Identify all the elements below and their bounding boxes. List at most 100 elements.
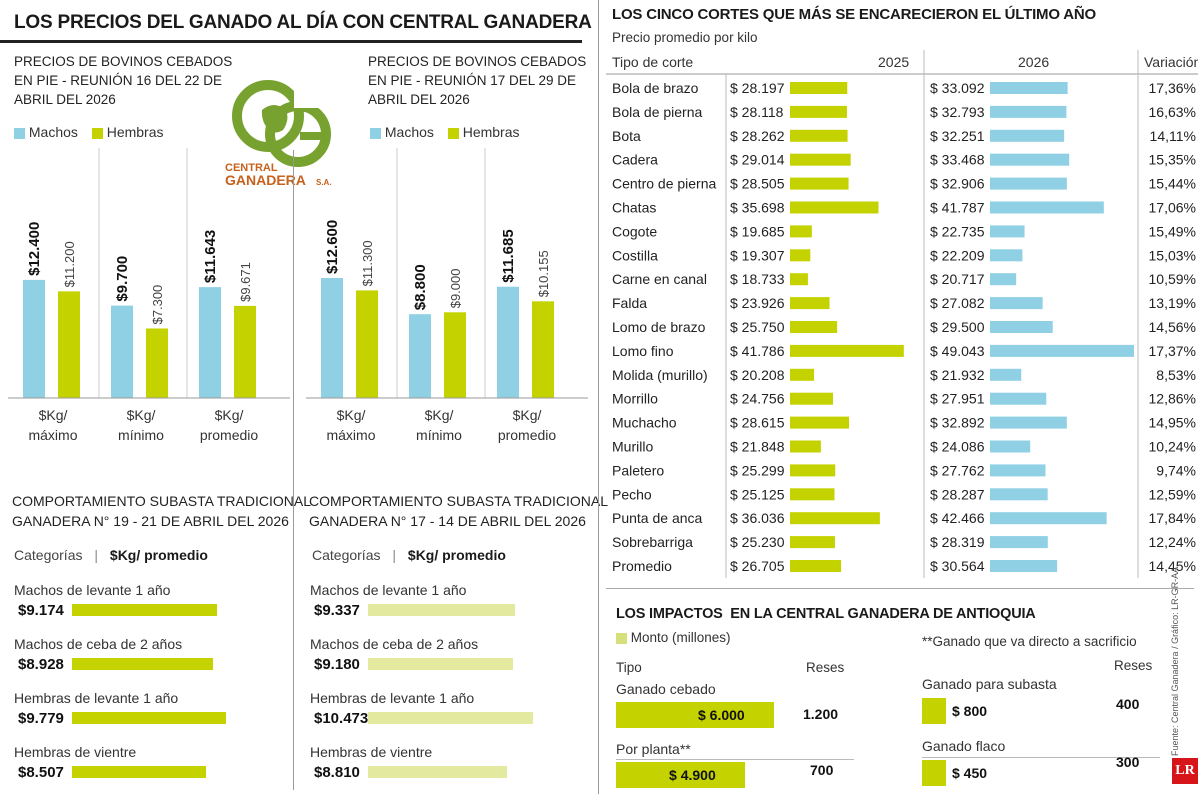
cortes-value-2026: $ 24.086	[930, 439, 985, 455]
bar-value-label: $12.600	[324, 220, 341, 274]
cortes-value-2026: $ 22.209	[930, 247, 985, 263]
cortes-category-label: Bota	[612, 128, 641, 144]
cortes-variation: 8,53%	[1156, 367, 1196, 383]
subasta1-header-val: $Kg/ promedio	[109, 547, 208, 563]
bar-machos	[23, 279, 45, 398]
subasta-value-label: $9.779	[18, 710, 64, 727]
cortes-value-2025: $ 41.786	[730, 343, 785, 359]
column-divider-right	[598, 0, 599, 794]
subasta1-header-cat: Categorías	[14, 547, 83, 563]
cortes-value-2025: $ 25.299	[730, 462, 785, 478]
cortes-category-label: Promedio	[612, 558, 672, 574]
cortes-variation: 12,86%	[1149, 391, 1196, 407]
logo-text-central: CENTRAL	[225, 162, 278, 174]
cortes-header-cut: Tipo de corte	[612, 54, 693, 70]
logo-text-ganadera: GANADERA	[225, 172, 306, 188]
legend-machos-swatch	[14, 127, 25, 139]
legend-hembras-label: Hembras	[462, 124, 520, 140]
category-label: máximo	[28, 427, 77, 443]
chart2-title: PRECIOS DE BOVINOS CEBADOS EN PIE - REUN…	[368, 54, 587, 107]
main-title: LOS PRECIOS DEL GANADO AL DÍA CON CENTRA…	[14, 12, 592, 33]
bar-value-label: $11.643	[202, 230, 219, 283]
legend-machos-label: Machos	[384, 124, 434, 140]
subasta-bar	[368, 766, 507, 778]
bar-hembras	[146, 328, 168, 398]
cortes-value-2026: $ 32.251	[930, 128, 985, 144]
cortes-variation: 17,37%	[1149, 343, 1196, 359]
impactos-header-tipo: Tipo	[616, 660, 642, 675]
cortes-value-2026: $ 27.951	[930, 391, 985, 407]
impactos-top-rule	[606, 588, 1194, 589]
cortes-category-label: Cogote	[612, 223, 657, 239]
category-label: $Kg/	[425, 407, 454, 423]
cortes-value-2026: $ 27.762	[930, 462, 985, 478]
bar-machos	[497, 286, 519, 398]
legend-hembras-swatch	[447, 127, 459, 139]
impactos-legend-swatch	[616, 632, 627, 644]
cortes-variation: 12,24%	[1149, 534, 1196, 550]
cortes-value-2026: $ 20.717	[930, 271, 985, 287]
bar-value-label: $11.200	[62, 241, 77, 287]
bar-hembras	[444, 312, 466, 398]
cortes-bar-2026	[990, 129, 1065, 142]
cortes-header-2026: 2026	[1018, 54, 1049, 70]
cortes-value-2026: $ 32.892	[930, 415, 985, 431]
cortes-value-2025: $ 28.262	[730, 128, 785, 144]
subasta2-header-sep: |	[392, 547, 397, 563]
logo-gap	[294, 86, 324, 108]
cortes-category-label: Falda	[612, 295, 647, 311]
impactos-reses-value: 400	[1116, 696, 1140, 712]
cortes-category-label: Bola de brazo	[612, 80, 699, 96]
bar-hembras	[58, 291, 80, 398]
impactos-category-label: Ganado cebado	[616, 681, 716, 697]
cortes-header-variation: Variación	[1144, 54, 1198, 70]
cortes-value-2026: $ 30.564	[930, 558, 985, 574]
impactos-category-label: Ganado flaco	[922, 738, 1006, 754]
impactos-reses-value: 700	[810, 762, 834, 778]
cortes-subtitle: Precio promedio por kilo	[612, 30, 758, 45]
subasta-row: Machos de levante 1 año $9.337	[310, 582, 580, 630]
cortes-svg: Tipo de corte 2025 2026 Variación Bola de br…	[606, 50, 1198, 578]
cortes-bar-2025	[790, 536, 835, 549]
impactos-reses-value: 300	[1116, 754, 1140, 770]
impactos-bar	[922, 698, 946, 724]
cortes-value-2025: $ 18.733	[730, 271, 785, 287]
subasta-value-label: $9.180	[314, 656, 360, 673]
subasta-row: Hembras de levante 1 año $9.779	[14, 690, 284, 738]
category-label: mínimo	[416, 427, 462, 443]
cortes-bar-2025	[790, 225, 812, 238]
cortes-value-2025: $ 35.698	[730, 200, 785, 216]
subasta-category-label: Hembras de vientre	[14, 744, 137, 760]
subasta1-header-sep: |	[94, 547, 99, 563]
subasta1-rows: Machos de levante 1 año $9.174 Machos de c…	[14, 582, 284, 782]
cortes-bar-2025	[790, 249, 811, 262]
cortes-bar-2025	[790, 201, 879, 214]
cortes-variation: 14,95%	[1149, 415, 1196, 431]
subasta1-title: COMPORTAMIENTO SUBASTA TRADICIONAL GANAD…	[12, 493, 311, 529]
impactos-legend: Monto (millones)	[616, 630, 731, 645]
lr-logo: LR	[1172, 758, 1198, 784]
cortes-value-2025: $ 19.307	[730, 247, 785, 263]
subasta2-title: COMPORTAMIENTO SUBASTA TRADICIONAL GANAD…	[309, 493, 608, 529]
subasta2-header: Categorías | $Kg/ promedio	[312, 547, 506, 563]
impactos-category-label: Por planta**	[616, 741, 691, 757]
cortes-value-2025: $ 25.125	[730, 486, 785, 502]
impactos-title: LOS IMPACTOS EN LA CENTRAL GANADERA DE A…	[616, 606, 1036, 622]
bar-value-label: $10.155	[536, 250, 551, 297]
cortes-variation: 17,06%	[1149, 200, 1196, 216]
cortes-category-label: Morrillo	[612, 391, 658, 407]
cortes-category-label: Murillo	[612, 439, 653, 455]
central-ganadera-logo: CENTRAL GANADERA S.A.	[225, 80, 332, 188]
chart1-legend: Machos Hembras	[14, 124, 164, 140]
category-label: promedio	[200, 427, 259, 443]
cortes-value-2026: $ 49.043	[930, 343, 985, 359]
subasta-row: Hembras de vientre $8.507	[14, 744, 284, 792]
logo-bull-head	[261, 105, 288, 133]
cortes-value-2025: $ 25.750	[730, 319, 785, 335]
subasta-category-label: Machos de ceba de 2 años	[14, 636, 183, 652]
chart1-svg: $12.400 $11.200 $Kg/máximo $9.700 $7.300 $Kg/…	[8, 148, 290, 443]
subasta-category-label: Machos de ceba de 2 años	[310, 636, 479, 652]
cortes-value-2025: $ 28.505	[730, 176, 785, 192]
cortes-bar-2026	[990, 464, 1046, 477]
subasta-value-label: $10.473	[314, 710, 369, 727]
